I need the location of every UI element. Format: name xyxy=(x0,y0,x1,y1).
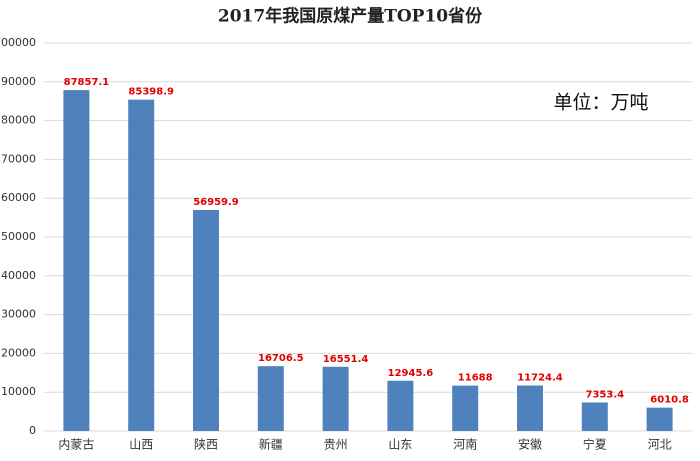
data-label: 7353.4 xyxy=(586,389,625,400)
x-tick-label: 内蒙古 xyxy=(58,437,94,452)
data-label: 16706.5 xyxy=(258,353,304,364)
data-label: 11688 xyxy=(458,373,493,384)
bar xyxy=(128,99,155,431)
chart-title: 2017年我国原煤产量TOP10省份 xyxy=(218,6,483,27)
bar xyxy=(452,385,479,431)
x-tick-label: 宁夏 xyxy=(583,437,607,452)
x-tick-label: 安徽 xyxy=(518,437,542,452)
x-tick-label: 贵州 xyxy=(324,438,348,452)
bar xyxy=(646,407,673,431)
y-tick-label: 10000 xyxy=(1,385,36,398)
y-tick-label: 60000 xyxy=(1,191,36,204)
data-label: 11724.4 xyxy=(517,373,563,384)
x-tick-label: 河南 xyxy=(453,437,477,452)
data-label: 16551.4 xyxy=(323,354,369,365)
unit-annotation: 单位：万吨 xyxy=(553,92,648,114)
bar xyxy=(322,366,349,431)
data-label: 85398.9 xyxy=(128,87,174,98)
bar xyxy=(387,380,414,431)
x-tick-label: 山东 xyxy=(388,438,412,452)
bar xyxy=(581,402,608,431)
data-label: 12945.6 xyxy=(388,368,434,379)
bar xyxy=(63,90,90,432)
y-tick-label: 90000 xyxy=(1,75,36,88)
x-tick-label: 陕西 xyxy=(194,437,218,452)
data-label: 56959.9 xyxy=(193,197,239,208)
x-tick-label: 山西 xyxy=(129,438,153,452)
y-tick-label: 20000 xyxy=(1,346,36,359)
y-tick-label: 40000 xyxy=(1,269,36,282)
bar xyxy=(257,366,284,431)
data-label: 87857.1 xyxy=(64,77,110,88)
data-label: 6010.8 xyxy=(650,395,689,406)
y-tick-label: 70000 xyxy=(1,152,36,165)
y-tick-label: 0 xyxy=(29,424,36,437)
bar xyxy=(517,385,543,431)
y-tick-label: 100000 xyxy=(0,36,36,49)
x-tick-label: 新疆 xyxy=(259,437,283,452)
x-tick-label: 河北 xyxy=(648,438,672,452)
bar xyxy=(193,209,219,431)
y-tick-label: 80000 xyxy=(1,114,36,127)
y-tick-label: 30000 xyxy=(1,308,36,321)
y-tick-label: 50000 xyxy=(1,230,36,243)
